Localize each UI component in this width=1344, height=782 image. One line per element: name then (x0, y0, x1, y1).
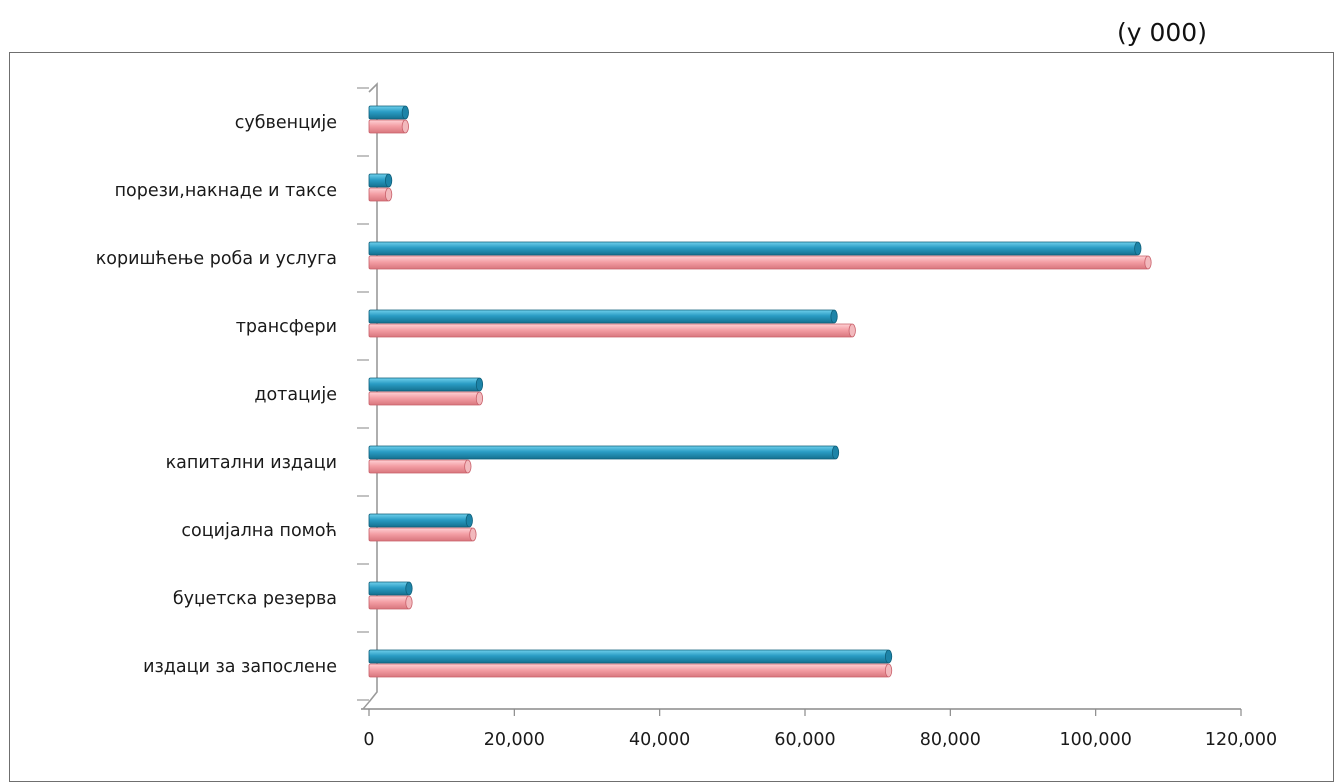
bar (368, 241, 1142, 256)
bar (368, 527, 477, 542)
bar-cap (830, 309, 838, 324)
bar-body (368, 377, 480, 392)
bar-cap (469, 527, 477, 542)
bar-body (368, 445, 836, 460)
category-label: буџетска резерва (173, 589, 337, 609)
bar-cap (405, 581, 413, 596)
labels: 0 20,000 40,000 60,000 80,000 100,000 120,000 и… (96, 113, 1277, 750)
category-label: порези,накнаде и таксе (115, 181, 337, 201)
bar-body (368, 663, 889, 678)
bar-body (368, 323, 853, 338)
bar-cap (884, 663, 893, 678)
bar-cap (1134, 241, 1142, 256)
bar-body (368, 119, 406, 134)
bar (368, 391, 484, 406)
x-tick-label: 100,000 (1059, 730, 1131, 750)
axes (357, 82, 1242, 716)
bar-body (368, 309, 835, 324)
bar (368, 105, 409, 120)
bar (368, 377, 484, 392)
bar (368, 309, 838, 324)
bar-cap (831, 445, 840, 460)
bar-cap (385, 187, 393, 202)
bar-body (368, 459, 469, 474)
category-label: субвенције (235, 113, 337, 133)
category-label: дотације (254, 385, 337, 405)
x-tick-label: 60,000 (774, 730, 835, 750)
bar-body (368, 581, 410, 596)
bar-cap (884, 649, 893, 664)
bar-cap (385, 173, 393, 188)
unit-label: (у 000) (1117, 18, 1207, 47)
category-label: социјална помоћ (181, 521, 337, 541)
bar-body (368, 255, 1149, 270)
bars (368, 105, 1152, 678)
category-label: коришћење роба и услуга (96, 249, 337, 269)
bar-body (368, 105, 406, 120)
bar-cap (475, 391, 484, 406)
bar-body (368, 391, 480, 406)
x-tick-label: 40,000 (629, 730, 690, 750)
bar-body (368, 527, 474, 542)
bar (368, 323, 856, 338)
bar-cap (401, 119, 409, 134)
bar-cap (1144, 255, 1152, 270)
x-tick-label: 80,000 (920, 730, 981, 750)
x-tick-label: 20,000 (484, 730, 545, 750)
bar (368, 595, 413, 610)
bar-cap (848, 323, 856, 338)
bar (368, 173, 393, 188)
axis-floor-edge (362, 701, 370, 710)
bar-body (368, 595, 410, 610)
x-tick-label: 120,000 (1205, 730, 1277, 750)
bar-body (368, 241, 1139, 256)
bar-cap (475, 377, 484, 392)
bar (368, 187, 393, 202)
category-label: трансфери (236, 317, 337, 337)
bar (368, 255, 1152, 270)
bar-body (368, 649, 889, 664)
category-label: капитални издаци (166, 453, 337, 473)
bar-body (368, 513, 470, 528)
bar (368, 119, 409, 134)
bar (368, 663, 893, 678)
bar-cap (405, 595, 413, 610)
category-label: издаци за запослене (143, 657, 337, 677)
bar-cap (401, 105, 409, 120)
bar (368, 459, 472, 474)
bar (368, 649, 893, 664)
bar-cap (464, 459, 472, 474)
bar-cap (465, 513, 473, 528)
bar (368, 445, 840, 460)
bar (368, 581, 413, 596)
x-tick-label: 0 (363, 730, 374, 750)
bar (368, 513, 473, 528)
